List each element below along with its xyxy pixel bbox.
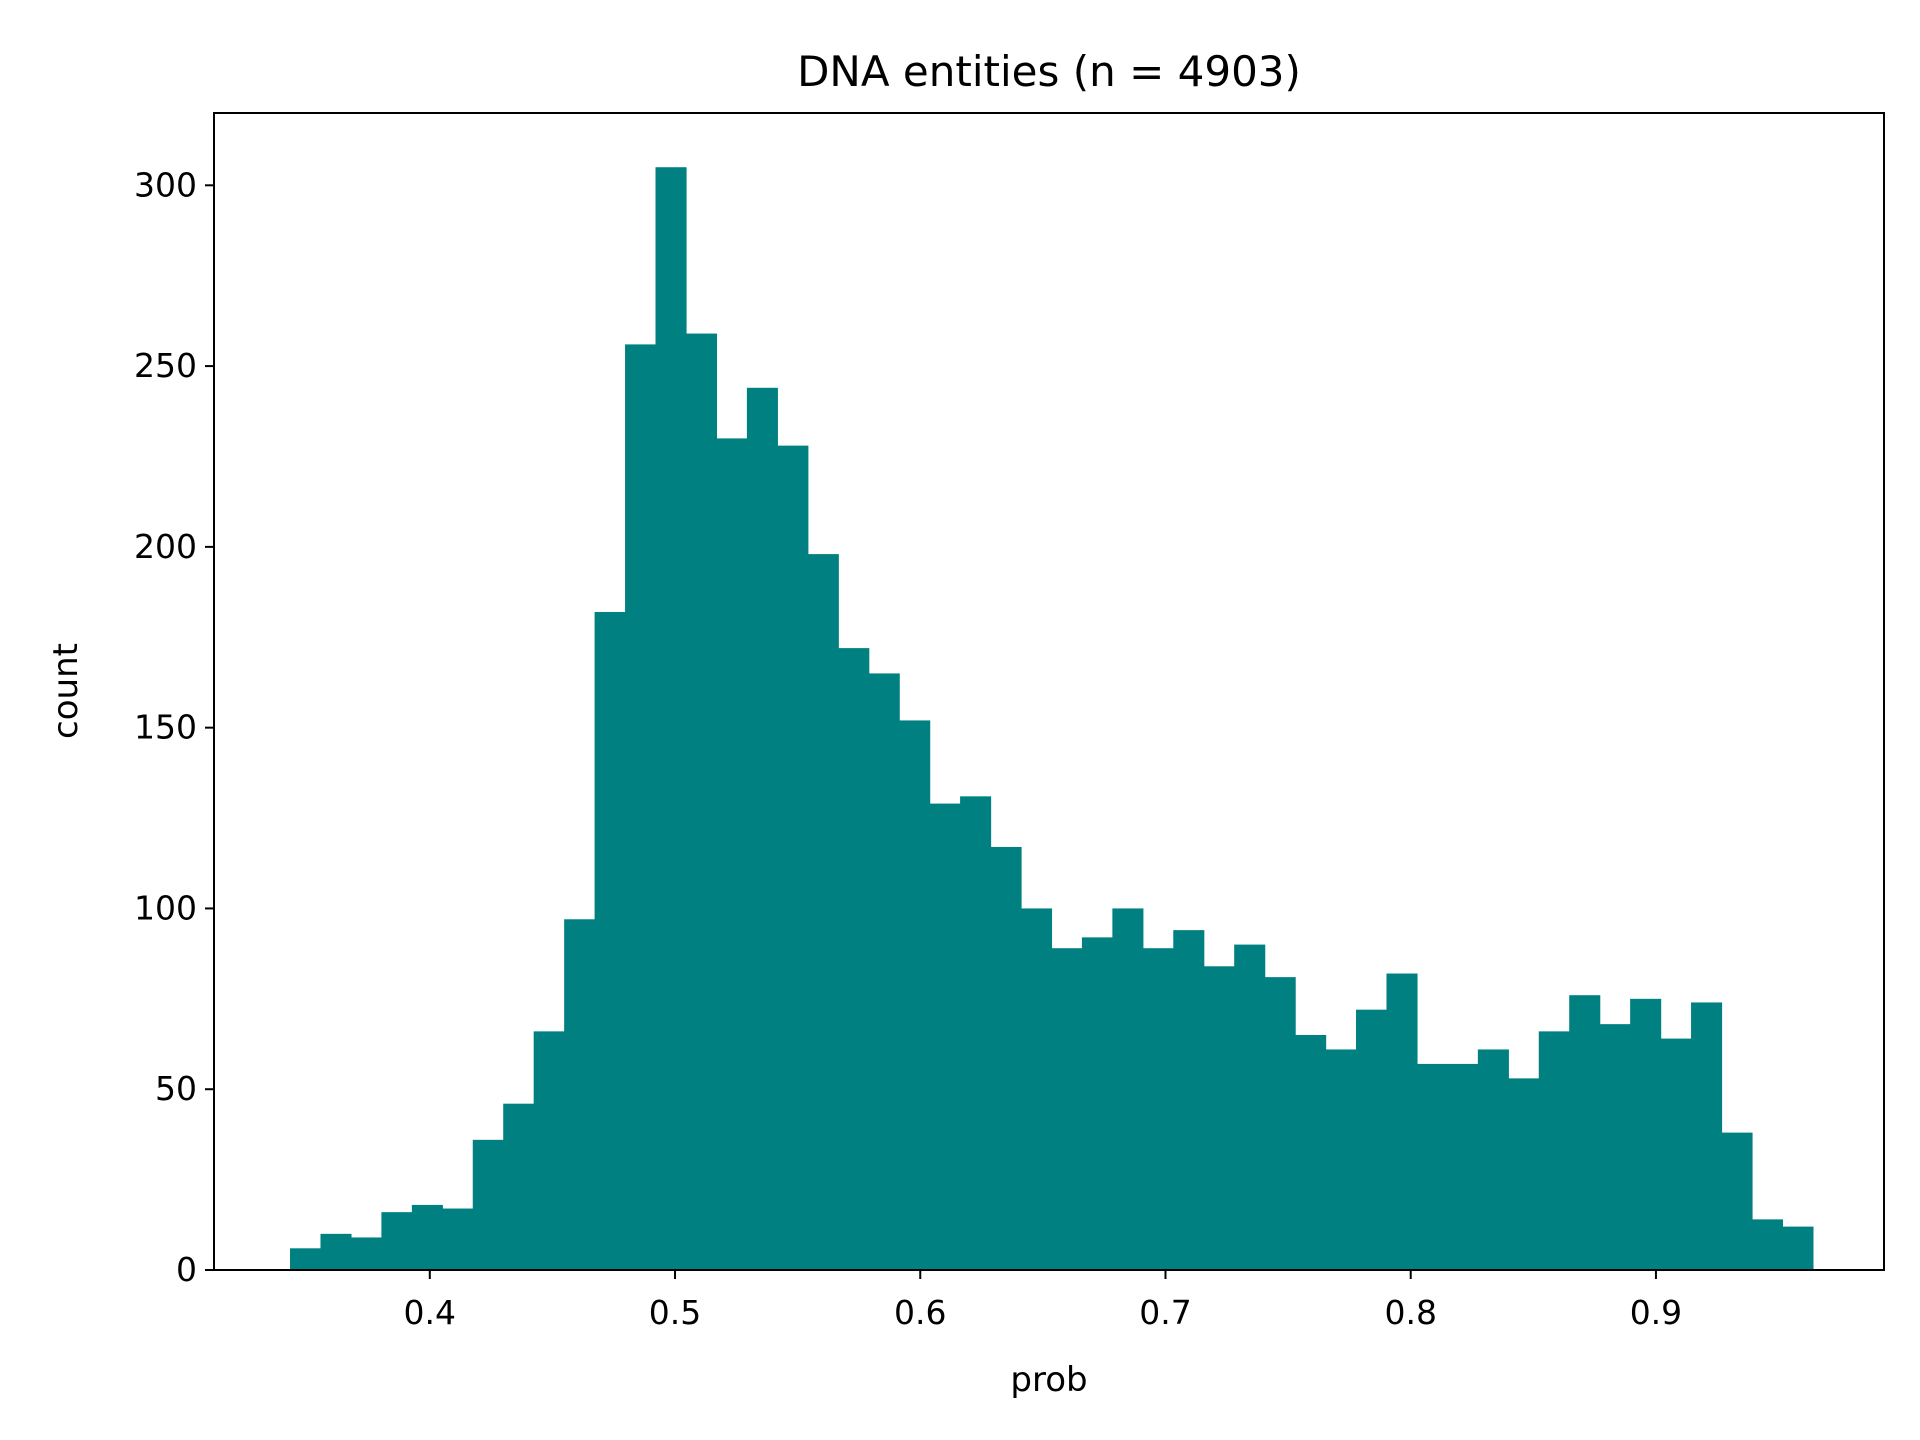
- histogram-bar: [807, 554, 839, 1270]
- histogram-bar: [838, 648, 870, 1270]
- histogram-bar: [1142, 948, 1174, 1270]
- histogram-bar: [685, 333, 718, 1270]
- y-tick-label: 150: [134, 708, 197, 747]
- histogram-bar: [1599, 1024, 1631, 1270]
- x-axis-label: prob: [1010, 1360, 1087, 1400]
- histogram-bar: [929, 803, 961, 1270]
- histogram-bar: [1173, 930, 1205, 1270]
- histogram-bar: [625, 344, 657, 1270]
- histogram-bar: [1356, 1009, 1388, 1270]
- histogram-bar: [1630, 998, 1662, 1270]
- histogram-bar: [1021, 908, 1053, 1270]
- histogram-bar: [1386, 973, 1418, 1270]
- y-axis-ticks: 0 50 100 150 200 250 300: [134, 165, 214, 1289]
- histogram-bar: [350, 1237, 382, 1270]
- histogram-bar: [655, 167, 687, 1271]
- x-tick-label: 0.4: [404, 1293, 456, 1332]
- x-tick-label: 0.6: [894, 1293, 946, 1332]
- histogram-bar: [1569, 995, 1601, 1270]
- histogram-bar: [1721, 1132, 1753, 1270]
- histogram-bar: [1264, 977, 1296, 1270]
- x-tick-label: 0.7: [1139, 1293, 1191, 1332]
- histogram-bar: [1203, 966, 1235, 1270]
- histogram-bar: [533, 1031, 565, 1270]
- histogram-bar: [1508, 1078, 1540, 1270]
- histogram-bar: [1782, 1226, 1814, 1270]
- histogram-bar: [777, 445, 809, 1270]
- histogram-bar: [1751, 1219, 1784, 1270]
- histogram-bar: [1112, 908, 1144, 1270]
- x-tick-label: 0.8: [1384, 1293, 1436, 1332]
- histogram-bar: [746, 387, 778, 1270]
- y-tick-label: 200: [134, 527, 197, 566]
- y-tick-label: 50: [155, 1069, 197, 1108]
- histogram-bar: [1295, 1034, 1327, 1270]
- histogram-bar: [1691, 1002, 1723, 1270]
- histogram-bar: [1447, 1063, 1479, 1270]
- bars-group: [290, 167, 1814, 1271]
- x-axis-ticks: 0.4 0.5 0.6 0.7 0.8 0.9: [404, 1270, 1682, 1332]
- histogram-bar: [442, 1208, 474, 1270]
- histogram-bar: [1081, 937, 1113, 1270]
- y-tick-label: 0: [176, 1250, 197, 1289]
- chart-title: DNA entities (n = 4903): [797, 47, 1301, 96]
- histogram-bar: [503, 1103, 535, 1270]
- histogram-bar: [564, 919, 596, 1270]
- histogram-bar: [1234, 944, 1266, 1270]
- y-tick-label: 250: [134, 346, 197, 385]
- y-tick-label: 300: [134, 165, 197, 204]
- histogram-bar: [1538, 1031, 1570, 1270]
- histogram-bar: [716, 438, 748, 1270]
- x-tick-label: 0.9: [1630, 1293, 1682, 1332]
- histogram-bar: [381, 1212, 413, 1270]
- histogram-bar: [472, 1139, 504, 1270]
- histogram-bar: [868, 673, 900, 1270]
- y-tick-label: 100: [134, 888, 197, 927]
- histogram-bar: [1325, 1049, 1357, 1270]
- histogram-bar: [1416, 1063, 1448, 1270]
- histogram-bar: [899, 720, 931, 1270]
- histogram-bar: [960, 796, 992, 1270]
- histogram-bar: [594, 611, 626, 1270]
- histogram-bar: [320, 1233, 352, 1270]
- histogram-bar: [990, 846, 1022, 1270]
- y-axis-label: count: [46, 643, 86, 739]
- histogram-bar: [1051, 948, 1083, 1270]
- histogram-bar: [411, 1204, 443, 1270]
- x-tick-label: 0.5: [649, 1293, 701, 1332]
- histogram-bar: [1477, 1049, 1509, 1270]
- plot-frame: [213, 112, 1885, 1271]
- histogram-bar: [290, 1248, 322, 1270]
- histogram-bar: [1660, 1038, 1692, 1270]
